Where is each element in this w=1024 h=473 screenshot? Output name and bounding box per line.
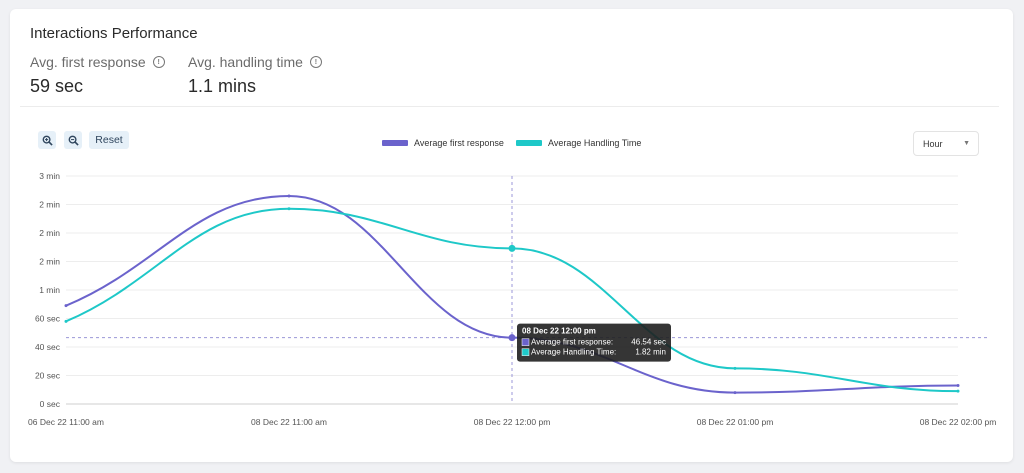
legend-swatch bbox=[516, 140, 542, 146]
metric-label: Avg. handling time bbox=[188, 54, 303, 70]
metric-avg-first-response: Avg. first response ! 59 sec bbox=[30, 54, 165, 97]
interactions-performance-card: Interactions Performance Avg. first resp… bbox=[10, 9, 1013, 462]
info-icon[interactable]: ! bbox=[152, 56, 165, 68]
card-title: Interactions Performance bbox=[30, 25, 198, 42]
metric-label: Avg. first response bbox=[30, 54, 146, 70]
legend-label: Average first response bbox=[414, 138, 504, 148]
divider bbox=[20, 106, 999, 107]
chevron-down-icon: ▼ bbox=[963, 140, 970, 147]
legend-item-first-response[interactable]: Average first response bbox=[382, 138, 504, 148]
reset-zoom-button[interactable]: Reset bbox=[89, 131, 129, 149]
zoom-in-button[interactable] bbox=[38, 131, 56, 149]
interval-select[interactable]: Hour ▼ bbox=[913, 131, 979, 156]
legend-item-handling-time[interactable]: Average Handling Time bbox=[516, 138, 641, 148]
metric-value: 1.1 mins bbox=[188, 76, 257, 96]
zoom-in-icon bbox=[42, 135, 53, 146]
legend-label: Average Handling Time bbox=[548, 138, 642, 148]
metric-avg-handling-time: Avg. handling time ! 1.1 mins bbox=[188, 54, 322, 97]
zoom-out-button[interactable] bbox=[64, 131, 82, 149]
interval-select-value: Hour bbox=[923, 138, 943, 149]
legend-swatch bbox=[382, 140, 408, 146]
zoom-out-icon bbox=[68, 135, 79, 146]
info-icon[interactable]: ! bbox=[309, 56, 322, 68]
metric-value: 59 sec bbox=[30, 76, 84, 96]
